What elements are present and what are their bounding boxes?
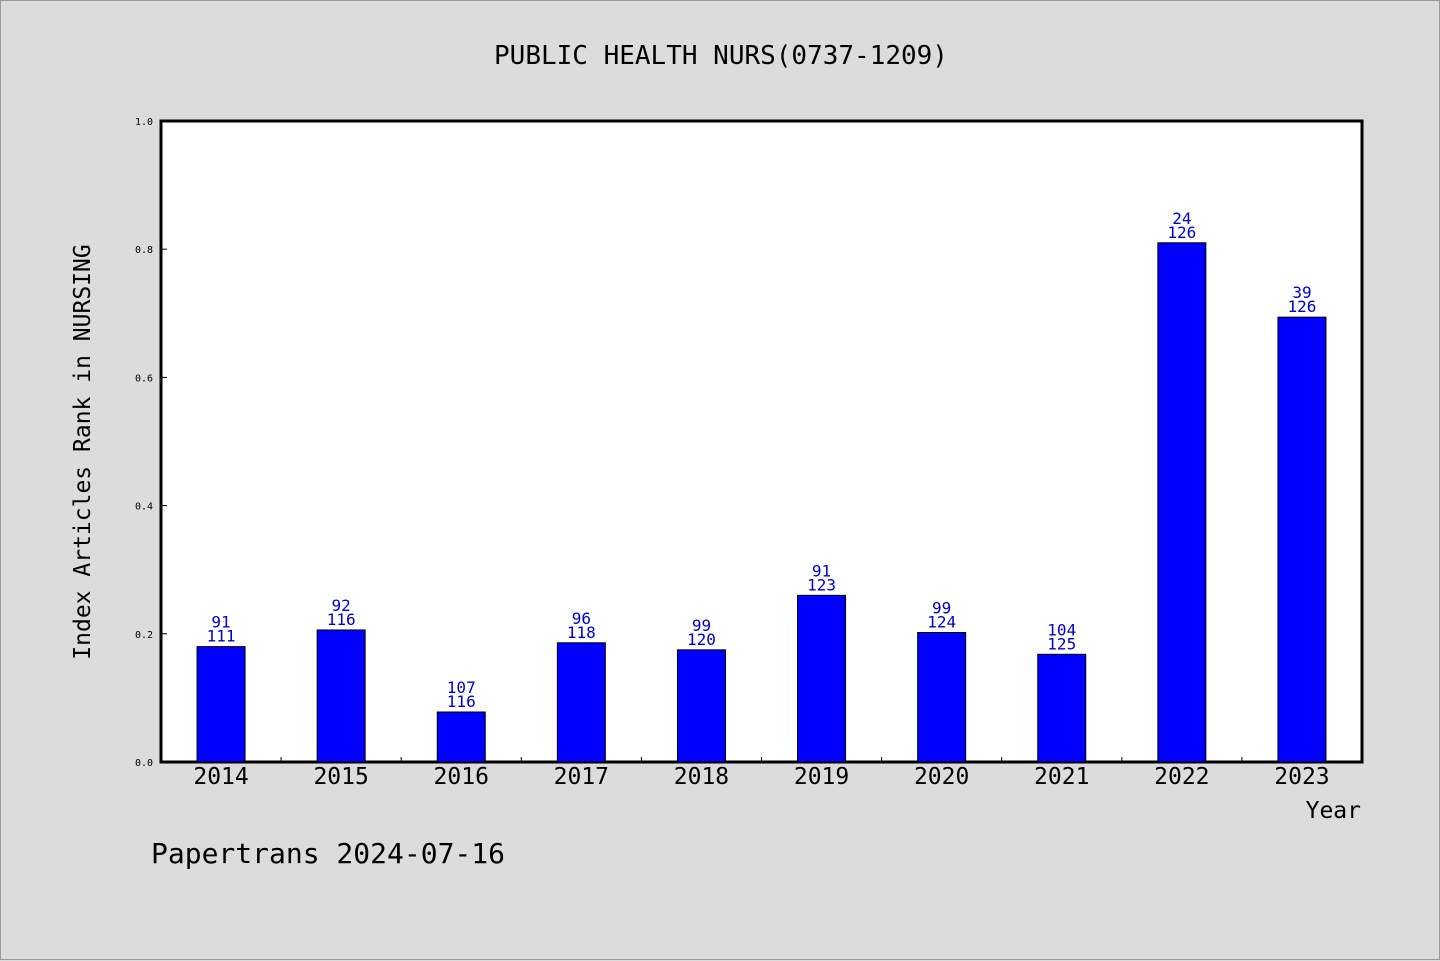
bar	[196, 646, 246, 763]
x-tick-label: 2015	[313, 764, 368, 790]
bar	[917, 632, 967, 763]
x-tick-label: 2023	[1274, 764, 1329, 790]
y-tick-label: 0.6	[135, 373, 153, 384]
x-axis: 2014 2015 2016 2017 2018 2019 2020 2021 2022 2023	[193, 757, 1330, 790]
bar-rank-label: 92	[332, 596, 351, 615]
bar	[1277, 316, 1327, 763]
x-tick-label: 2018	[674, 764, 729, 790]
bar-rank-label: 99	[692, 616, 711, 635]
y-tick-label: 0.0	[135, 758, 153, 769]
bar-total-label: 126	[1287, 297, 1316, 316]
bar-rank-label: 91	[211, 613, 230, 632]
bar	[436, 711, 486, 763]
x-tick-label: 2019	[794, 764, 849, 790]
bar	[316, 629, 366, 763]
bar-rank-label: 104	[1047, 620, 1076, 639]
bar	[797, 594, 847, 763]
x-tick-label: 2020	[914, 764, 969, 790]
footer-credit: Papertrans 2024-07-16	[151, 837, 505, 870]
bar-total-label: 116	[447, 692, 476, 711]
bar-total-label: 125	[1047, 634, 1076, 653]
x-tick-label: 2014	[193, 764, 248, 790]
bar-rank-label: 99	[932, 599, 951, 618]
bar	[556, 642, 606, 763]
bar	[1037, 653, 1087, 763]
bar-total-label: 124	[927, 613, 956, 632]
y-tick-label: 0.8	[135, 245, 153, 256]
x-tick-label: 2021	[1034, 764, 1089, 790]
chart-title: PUBLIC HEALTH NURS(0737-1209)	[494, 41, 948, 71]
x-tick-label: 2016	[434, 764, 489, 790]
y-tick-label: 0.4	[135, 502, 153, 513]
bar-rank-label: 24	[1172, 209, 1191, 228]
bar-total-label: 123	[807, 575, 836, 594]
x-tick-label: 2017	[554, 764, 609, 790]
x-axis-label: Year	[1306, 798, 1361, 824]
bar-total-label: 111	[207, 627, 236, 646]
bar-total-label: 116	[327, 610, 356, 629]
bar-total-label: 126	[1167, 223, 1196, 242]
bar-total-label: 120	[687, 630, 716, 649]
y-axis-label: Index Articles Rank in NURSING	[70, 244, 96, 659]
y-axis: 0.0 0.2 0.4 0.6 0.8 1.0	[135, 117, 167, 769]
bar	[676, 649, 726, 763]
bars-group	[196, 242, 1327, 763]
bar-rank-label: 91	[812, 561, 831, 580]
bar	[1157, 242, 1207, 763]
bar-total-label: 118	[567, 623, 596, 642]
x-tick-label: 2022	[1154, 764, 1209, 790]
y-tick-label: 1.0	[135, 117, 153, 128]
bar-rank-label: 96	[572, 609, 591, 628]
y-tick-label: 0.2	[135, 630, 153, 641]
bar-rank-label: 107	[447, 678, 476, 697]
bar-rank-label: 39	[1292, 283, 1311, 302]
